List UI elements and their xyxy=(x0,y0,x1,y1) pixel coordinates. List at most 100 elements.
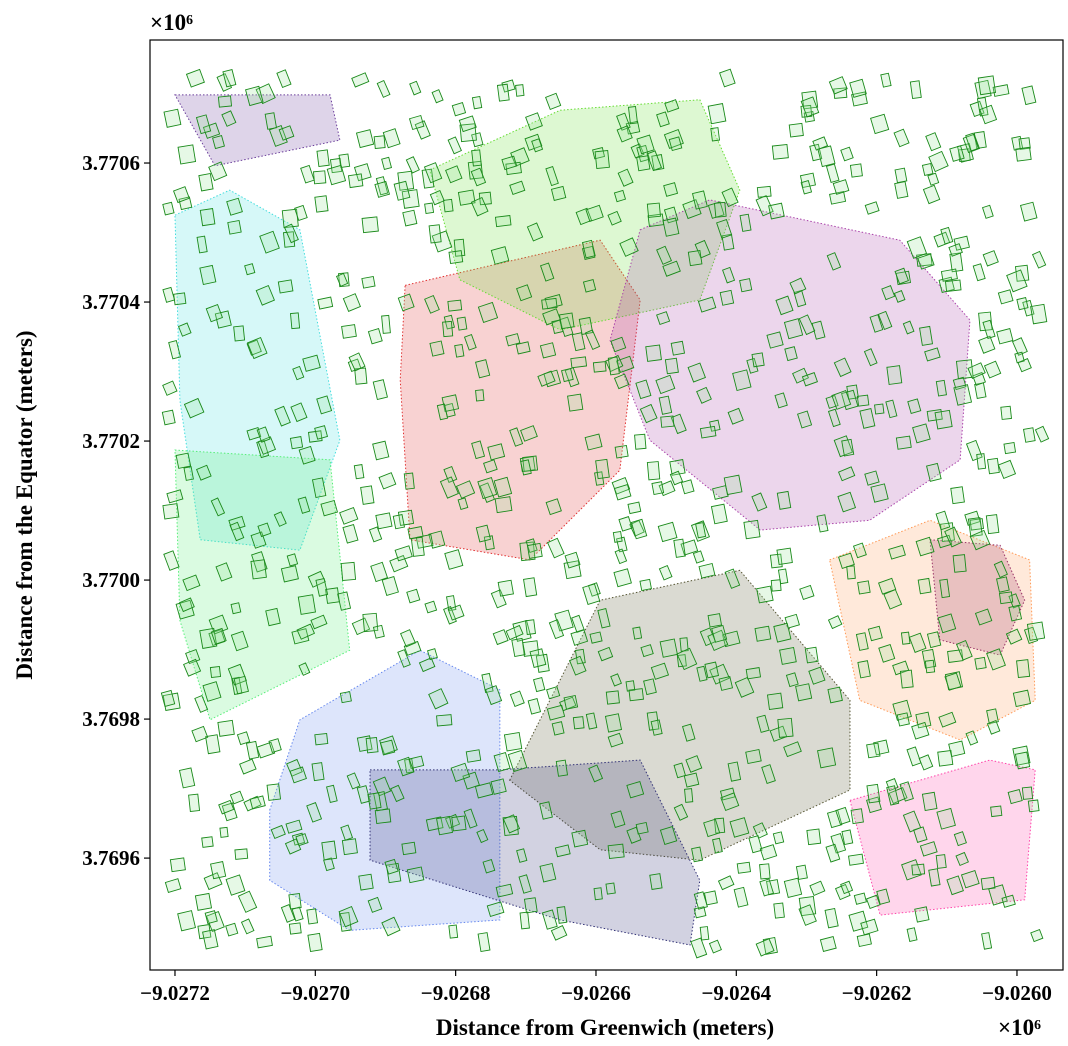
building xyxy=(636,822,648,834)
building xyxy=(362,276,375,288)
building xyxy=(189,794,200,811)
building xyxy=(711,128,720,141)
building xyxy=(951,487,965,504)
building xyxy=(573,717,584,729)
building xyxy=(585,434,602,450)
building xyxy=(685,789,693,803)
building xyxy=(755,626,771,641)
building xyxy=(608,357,619,375)
building xyxy=(218,96,231,107)
building xyxy=(744,520,760,538)
building xyxy=(342,839,357,855)
building xyxy=(562,369,574,382)
building xyxy=(443,321,453,336)
building xyxy=(778,718,793,737)
building xyxy=(647,203,660,217)
building xyxy=(646,345,662,361)
building xyxy=(688,251,702,266)
building xyxy=(1016,147,1031,161)
building xyxy=(583,280,595,292)
building xyxy=(552,722,564,735)
building xyxy=(571,357,587,368)
building xyxy=(628,502,641,513)
building xyxy=(322,841,337,860)
building xyxy=(340,692,351,703)
building xyxy=(178,145,196,164)
building xyxy=(425,203,434,213)
building xyxy=(211,862,226,879)
building xyxy=(497,84,509,101)
building xyxy=(516,85,524,97)
building xyxy=(251,560,266,579)
building xyxy=(362,217,378,233)
building xyxy=(524,578,537,597)
building xyxy=(542,298,557,309)
building xyxy=(789,123,803,137)
building xyxy=(945,280,961,291)
building xyxy=(901,632,910,644)
building xyxy=(326,588,340,604)
building xyxy=(368,793,381,809)
building xyxy=(594,888,602,900)
building xyxy=(298,595,315,615)
building xyxy=(408,527,423,539)
building xyxy=(767,693,782,709)
building xyxy=(1028,800,1039,812)
building xyxy=(375,809,391,823)
building xyxy=(896,436,911,449)
building xyxy=(449,925,458,938)
building xyxy=(1031,304,1047,323)
building xyxy=(606,691,619,704)
building xyxy=(403,210,417,226)
building xyxy=(520,912,529,929)
building xyxy=(988,458,1000,473)
building xyxy=(918,578,931,593)
building xyxy=(700,426,716,438)
building xyxy=(705,662,719,678)
building xyxy=(466,750,480,762)
building xyxy=(163,504,179,519)
building xyxy=(457,317,467,330)
building xyxy=(1022,787,1032,799)
building xyxy=(218,720,234,736)
building xyxy=(564,695,578,709)
building xyxy=(289,894,301,909)
building xyxy=(1027,622,1044,640)
building xyxy=(700,927,709,940)
building xyxy=(858,581,871,594)
building xyxy=(868,626,882,640)
building xyxy=(317,150,329,167)
building xyxy=(842,439,854,456)
building xyxy=(699,564,715,579)
building xyxy=(978,76,995,95)
building xyxy=(613,531,622,542)
building xyxy=(941,269,957,281)
building xyxy=(504,732,521,750)
building xyxy=(711,504,727,524)
building xyxy=(664,183,678,197)
y-tick-label: 3.7706 xyxy=(82,151,140,175)
building xyxy=(448,300,462,311)
building xyxy=(900,670,913,688)
building xyxy=(895,182,908,199)
building xyxy=(1004,442,1016,453)
building xyxy=(606,883,615,894)
building xyxy=(847,566,856,579)
building xyxy=(308,933,322,951)
building xyxy=(757,186,771,197)
building xyxy=(164,109,181,127)
building xyxy=(220,827,228,837)
building xyxy=(437,715,452,726)
building xyxy=(975,657,986,669)
building xyxy=(267,784,280,801)
building xyxy=(359,874,373,890)
building xyxy=(393,515,404,529)
building xyxy=(867,784,880,802)
building xyxy=(495,497,512,513)
building xyxy=(170,858,185,872)
x-tick-label: −9.0270 xyxy=(280,981,350,1005)
building xyxy=(429,225,441,243)
building xyxy=(915,907,929,922)
building xyxy=(1013,690,1030,706)
building xyxy=(289,923,301,934)
